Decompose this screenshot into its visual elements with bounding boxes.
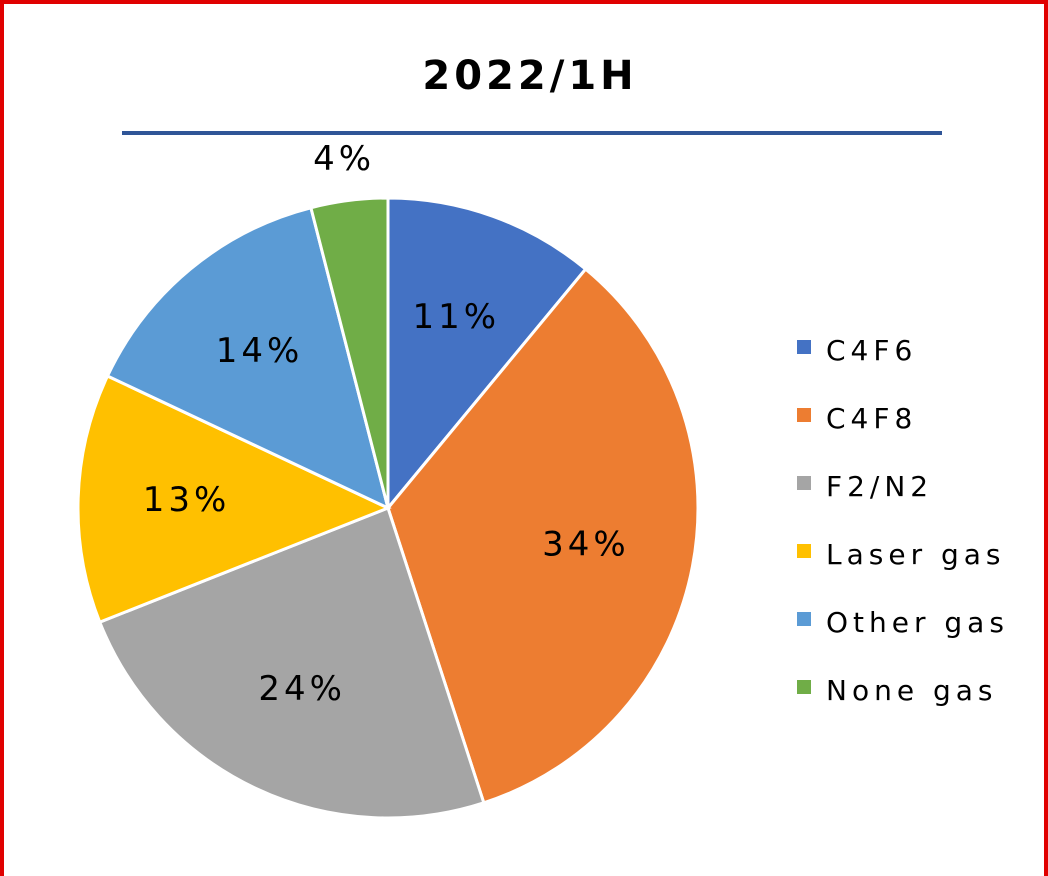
legend-label: C4F6 [826, 334, 917, 367]
legend-swatch [797, 544, 811, 558]
pie-slice [105, 205, 391, 511]
legend-label: Other gas [826, 606, 1009, 639]
legend-swatch [797, 408, 811, 422]
legend-label: F2/N2 [826, 470, 933, 503]
legend-label: C4F8 [826, 402, 917, 435]
legend-swatch [797, 612, 811, 626]
legend-swatch [797, 680, 811, 694]
pie-slice [386, 267, 700, 805]
data-label: 24% [258, 669, 346, 709]
pie-slice [76, 374, 392, 625]
pie-slice [309, 196, 390, 509]
data-label: 13% [143, 480, 231, 520]
pie-slice [386, 196, 588, 513]
legend-label: Laser gas [826, 538, 1006, 571]
legend-swatch [797, 340, 811, 354]
legend-label: None gas [826, 674, 997, 707]
legend-swatch [797, 476, 811, 490]
data-label: 14% [216, 331, 304, 371]
chart-title: 2022/1H [422, 53, 637, 99]
data-label: 34% [542, 524, 630, 564]
data-label: 11% [412, 297, 500, 337]
data-label: 4% [313, 139, 375, 179]
